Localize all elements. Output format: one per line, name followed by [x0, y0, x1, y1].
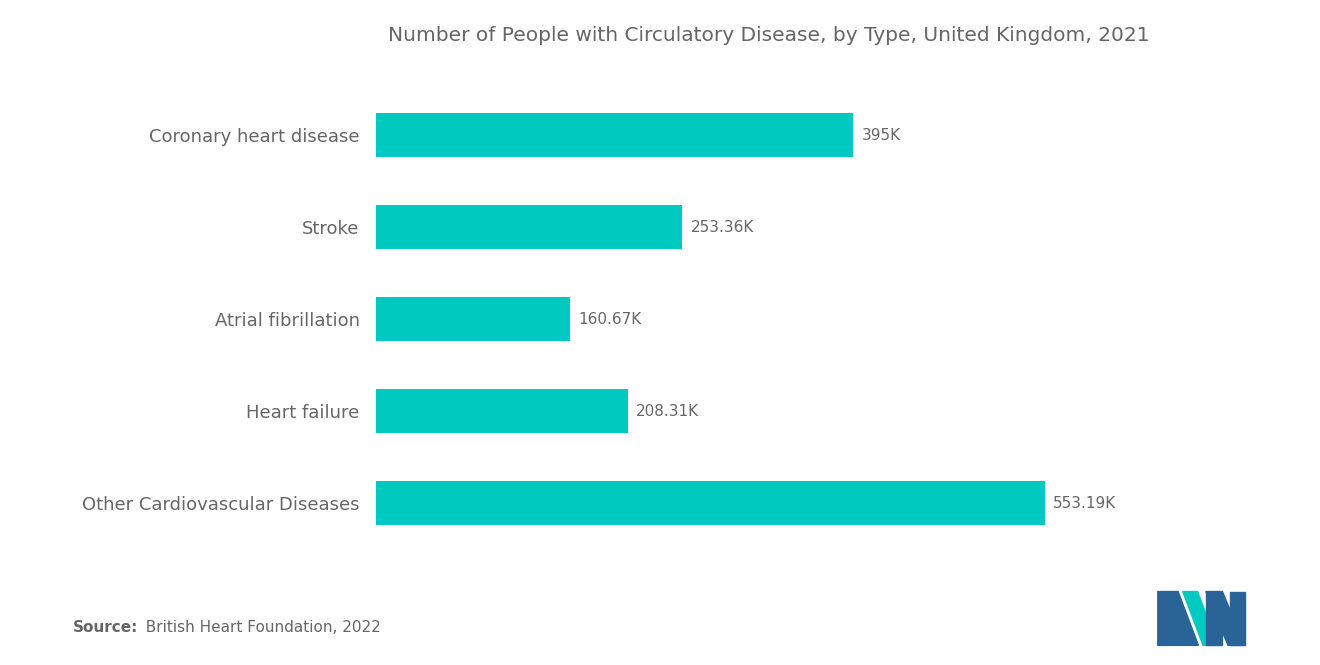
- Polygon shape: [1158, 592, 1199, 645]
- Bar: [376, 113, 854, 157]
- Bar: [376, 297, 570, 341]
- Bar: [376, 205, 682, 249]
- Text: British Heart Foundation, 2022: British Heart Foundation, 2022: [136, 620, 380, 635]
- Text: 553.19K: 553.19K: [1053, 496, 1117, 511]
- Polygon shape: [1206, 592, 1222, 645]
- Text: 395K: 395K: [862, 128, 902, 142]
- Text: 253.36K: 253.36K: [690, 219, 754, 235]
- Polygon shape: [1230, 592, 1245, 645]
- Text: 160.67K: 160.67K: [578, 312, 642, 327]
- Polygon shape: [1183, 592, 1218, 645]
- Bar: [376, 481, 1044, 525]
- Polygon shape: [1206, 592, 1245, 645]
- Text: Source:: Source:: [73, 620, 139, 635]
- Text: 208.31K: 208.31K: [636, 404, 700, 419]
- Bar: [376, 389, 628, 434]
- Title: Number of People with Circulatory Disease, by Type, United Kingdom, 2021: Number of People with Circulatory Diseas…: [388, 26, 1150, 45]
